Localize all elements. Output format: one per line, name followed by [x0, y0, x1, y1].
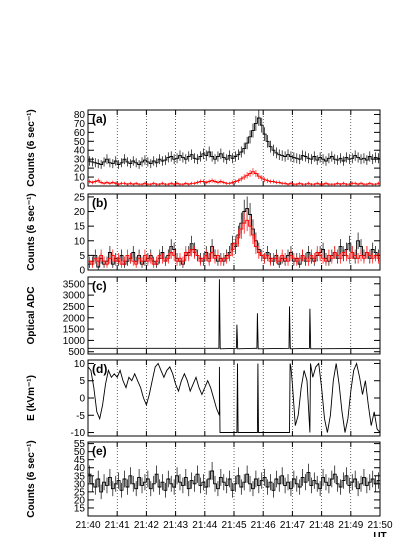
y-tick-label: 50	[74, 447, 86, 458]
plot-area	[88, 110, 380, 186]
x-tick-label: 21:50	[367, 520, 392, 531]
y-tick-label: 0	[79, 266, 85, 277]
y-tick-label: 70	[74, 119, 86, 130]
y-tick-label: 10	[74, 236, 86, 247]
y-tick-label: 15	[74, 503, 86, 514]
y-tick-label: 50	[74, 137, 86, 148]
series-line-0	[88, 279, 380, 350]
panel-label: (d)	[92, 362, 107, 376]
panel-frame	[87, 109, 381, 187]
y-axis-label: Optical ADC	[26, 287, 37, 345]
series-line-0	[88, 117, 380, 165]
x-tick-label: 21:49	[338, 520, 363, 531]
y-tick-label: 10	[74, 359, 86, 370]
y-tick-label: 55	[74, 439, 86, 450]
plot-area	[88, 362, 380, 433]
y-tick-label: 0	[79, 394, 85, 405]
y-axis-label: Counts (6 sec⁻¹)	[26, 440, 37, 518]
y-tick-label: 20	[74, 207, 86, 218]
y-tick-label: 45	[74, 455, 86, 466]
y-tick-label: 10	[74, 173, 86, 184]
y-tick-label: 30	[74, 155, 86, 166]
y-tick-label: 0	[79, 182, 85, 193]
x-tick-label: 21:42	[134, 520, 159, 531]
y-tick-label: 80	[74, 110, 86, 121]
x-tick-label: 21:46	[251, 520, 276, 531]
y-tick-label: 25	[74, 487, 86, 498]
y-tick-label: 5	[79, 376, 85, 387]
y-tick-label: -10	[71, 428, 86, 439]
x-tick-label: 21:41	[105, 520, 130, 531]
y-tick-label: 25	[74, 192, 86, 203]
panel-frame	[87, 359, 381, 437]
y-tick-label: 20	[74, 495, 86, 506]
y-tick-label: 35	[74, 471, 86, 482]
y-tick-label: 40	[74, 146, 86, 157]
x-tick-label: 21:40	[75, 520, 100, 531]
y-tick-label: -5	[76, 411, 85, 422]
y-tick-label: 500	[68, 347, 85, 358]
series-line-0	[88, 470, 380, 493]
y-tick-label: 3500	[63, 279, 86, 290]
y-axis-label: E (kVm⁻¹)	[26, 375, 37, 421]
series-line-1	[88, 219, 380, 265]
panel-label: (c)	[92, 279, 107, 293]
panel-label: (e)	[92, 444, 107, 458]
y-tick-label: 2500	[63, 302, 86, 313]
plot-area	[88, 196, 380, 270]
x-tick-label: 21:45	[221, 520, 246, 531]
panel-frame	[87, 276, 381, 355]
y-axis-label: Counts (6 sec⁻¹)	[26, 193, 37, 271]
y-tick-label: 5	[79, 251, 85, 262]
y-tick-label: 60	[74, 128, 86, 139]
y-tick-label: 3000	[63, 291, 86, 302]
y-tick-label: 1000	[63, 336, 86, 347]
series-line-1	[88, 171, 380, 185]
panel-label: (b)	[92, 196, 107, 210]
plot-area	[88, 462, 380, 500]
x-tick-label: 21:47	[280, 520, 305, 531]
y-tick-label: 15	[74, 222, 86, 233]
panel-label: (a)	[92, 112, 107, 126]
x-tick-label: 21:43	[163, 520, 188, 531]
series-line-0	[88, 362, 380, 433]
y-axis-label: Counts (6 sec⁻¹)	[26, 109, 37, 187]
x-unit-label: UT	[373, 531, 386, 537]
y-tick-label: 40	[74, 463, 86, 474]
x-tick-label: 21:48	[309, 520, 334, 531]
panel-1: 0 5 10 15 20 25 Counts (6 sec⁻¹) (b)	[26, 192, 381, 277]
x-tick-label: 21:44	[192, 520, 217, 531]
panel-3: -10 -5 0 5 10 E (kVm⁻¹) (d)	[26, 359, 381, 439]
y-tick-label: 20	[74, 164, 86, 175]
y-tick-label: 30	[74, 479, 86, 490]
y-tick-label: 1500	[63, 325, 86, 336]
y-tick-label: 2000	[63, 313, 86, 324]
plot-area	[88, 279, 380, 350]
